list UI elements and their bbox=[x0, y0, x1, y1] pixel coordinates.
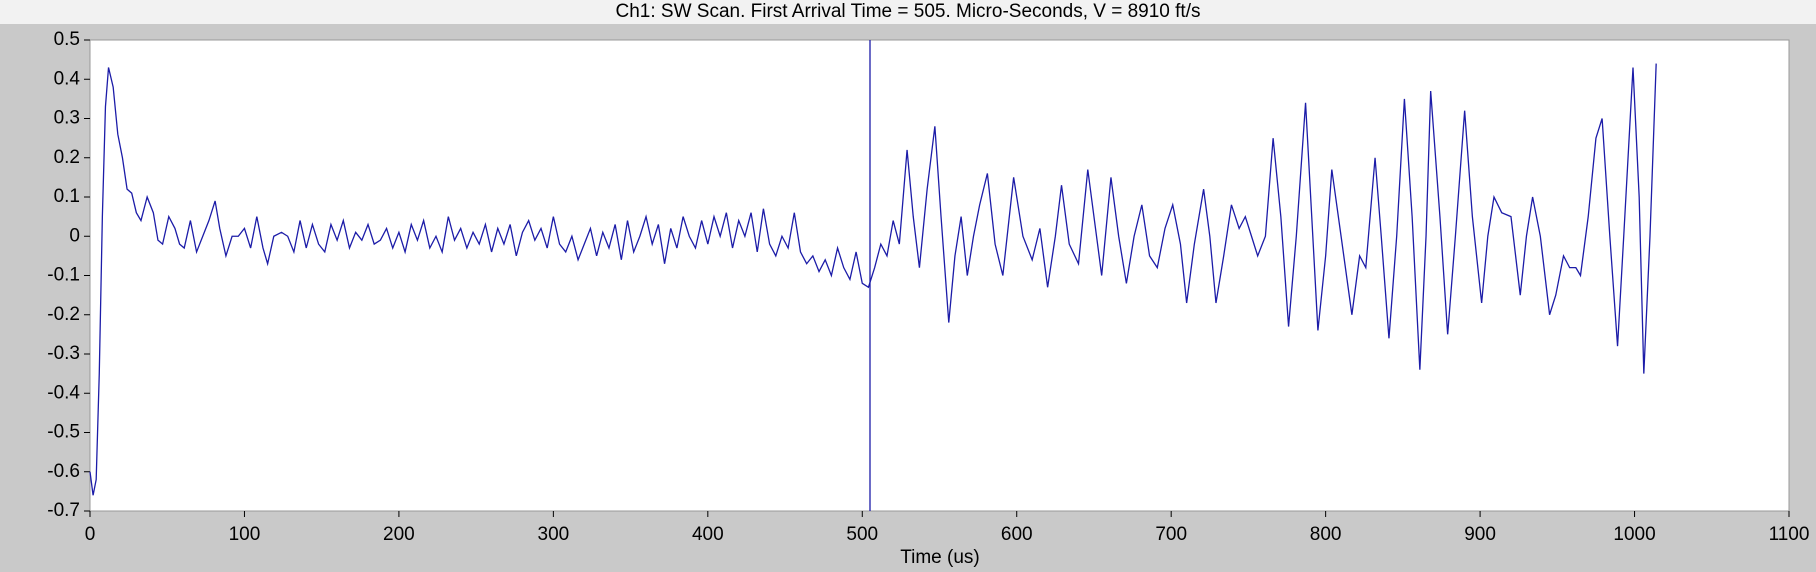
y-tick-label: 0 bbox=[69, 225, 80, 246]
x-tick-label: 300 bbox=[538, 524, 570, 545]
y-tick-label: -0.4 bbox=[47, 382, 80, 403]
x-tick-label: 200 bbox=[383, 524, 415, 545]
y-tick-label: 0.5 bbox=[54, 29, 80, 50]
x-tick-label: 700 bbox=[1155, 524, 1187, 545]
title-bar bbox=[0, 0, 1816, 24]
x-tick-label: 900 bbox=[1464, 524, 1496, 545]
y-tick-label: -0.6 bbox=[47, 461, 80, 482]
x-tick-label: 800 bbox=[1310, 524, 1342, 545]
y-tick-label: 0.1 bbox=[54, 186, 80, 207]
y-tick-label: 0.3 bbox=[54, 108, 80, 129]
y-tick-label: 0.4 bbox=[54, 68, 81, 89]
x-axis-label: Time (us) bbox=[900, 547, 980, 568]
y-tick-label: 0.2 bbox=[54, 147, 80, 168]
x-tick-label: 0 bbox=[85, 524, 96, 545]
x-tick-label: 600 bbox=[1001, 524, 1033, 545]
y-tick-label: -0.1 bbox=[47, 265, 80, 286]
x-tick-label: 1100 bbox=[1769, 524, 1810, 545]
chart-title: Ch1: SW Scan. First Arrival Time = 505. … bbox=[615, 1, 1200, 22]
y-tick-label: -0.2 bbox=[47, 304, 80, 325]
y-tick-label: -0.3 bbox=[47, 343, 80, 364]
x-tick-label: 1000 bbox=[1613, 524, 1655, 545]
waveform bbox=[89, 63, 1657, 496]
x-tick-label: 400 bbox=[692, 524, 724, 545]
plot-area bbox=[89, 39, 1790, 512]
y-tick-label: -0.5 bbox=[47, 422, 80, 443]
x-tick-label: 500 bbox=[846, 524, 878, 545]
y-tick-label: -0.7 bbox=[47, 500, 80, 521]
x-tick-label: 100 bbox=[229, 524, 261, 545]
